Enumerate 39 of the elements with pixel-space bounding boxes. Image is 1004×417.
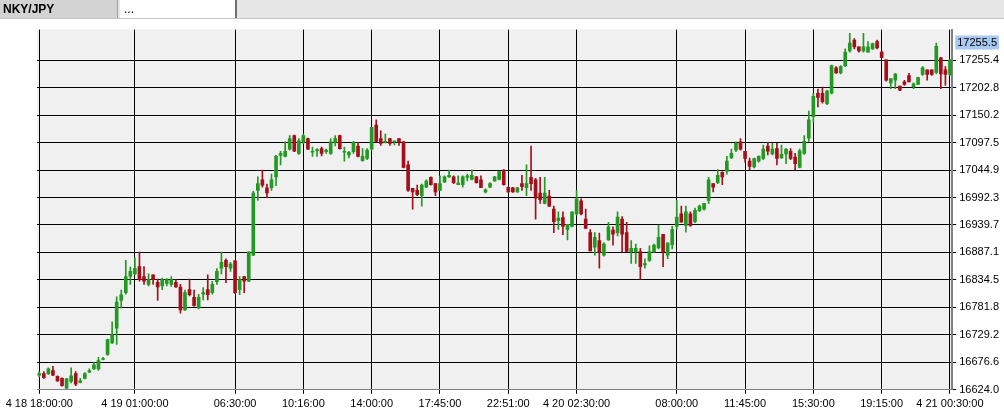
y-tick-label: 17150.2 [959,108,999,121]
candlestick [315,148,319,157]
candlestick [633,243,638,264]
x-tick-label: 06:30:00 [213,397,257,410]
x-tick-label: 22:51:00 [486,397,530,410]
x-tick-label: 17:45:00 [418,397,462,410]
y-tick-label: 16781.8 [959,300,999,313]
y-tick-label: 16729.2 [959,327,999,340]
x-tick-label: 19:15:00 [860,397,904,410]
y-tick-label: 16992.3 [959,190,999,203]
x-tick-label: 11:45:00 [724,397,767,410]
x-tick-label: 4 20 02:30:00 [542,397,611,410]
chart-subtitle: ... [124,2,135,17]
y-tick-label: 16676.6 [959,355,999,368]
x-tick-label: 4 18 18:00:00 [5,397,73,410]
chart-title: NKY/JPY [3,2,55,17]
text: 17255.5 [957,36,997,49]
x-tick-label: 4 19 01:00:00 [101,397,169,410]
y-tick-label: 17255.4 [959,53,999,66]
x-tick-label: 15:30:00 [791,397,835,410]
y-tick-label: 17044.9 [959,163,999,176]
candlestick [629,240,634,264]
candlestick [538,177,542,204]
x-tick-label: 08:00:00 [655,397,699,410]
x-tick-label: 14:00:00 [350,397,394,410]
y-tick-label: 17097.5 [959,135,999,148]
y-tick-label: 16624.0 [959,382,999,395]
candlestick [456,175,461,185]
y-tick-label: 17202.8 [959,80,999,93]
candlestick [447,169,451,178]
x-tick-label: 10:16:00 [281,397,325,410]
candlestick [643,258,647,269]
candlestick [611,226,615,246]
candlestick [201,287,206,301]
candlestick [520,174,524,191]
y-tick-label: 16939.7 [959,218,999,231]
y-tick-label: 16834.5 [959,272,999,285]
x-tick-label: 4 21 00:30:00 [916,397,984,410]
y-tick-label: 16887.1 [959,245,999,258]
